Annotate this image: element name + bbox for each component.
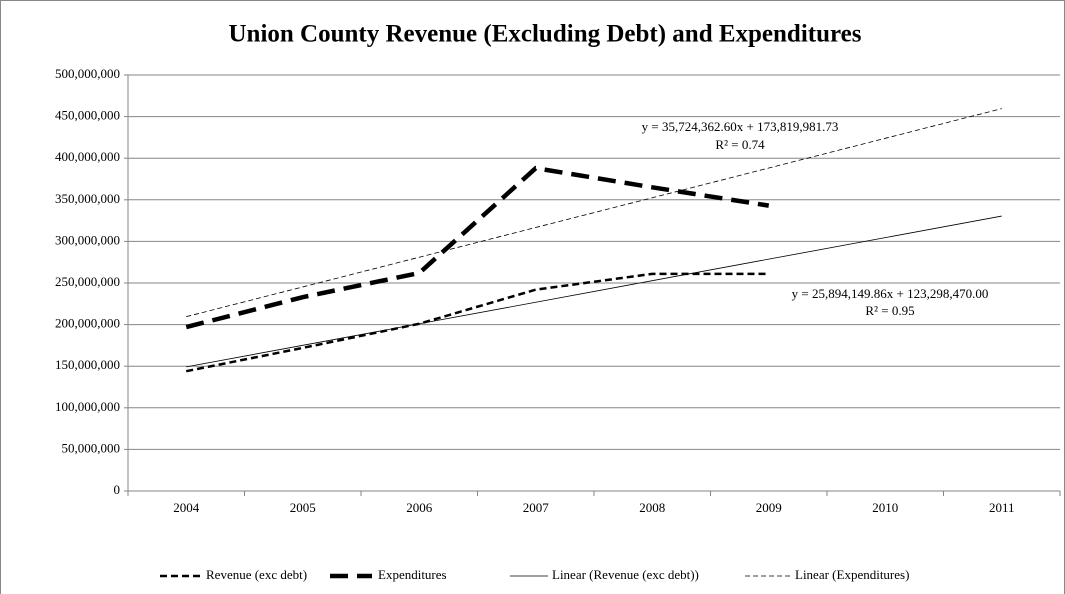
y-tick-label: 150,000,000 <box>55 357 120 372</box>
series-line <box>186 108 1002 318</box>
annotation: y = 35,724,362.60x + 173,819,981.73 <box>642 119 839 134</box>
series-line <box>186 215 1002 368</box>
legend-label: Revenue (exc debt) <box>206 567 307 582</box>
x-tick-label: 2006 <box>406 500 433 515</box>
x-tick-label: 2011 <box>989 500 1015 515</box>
x-tick-label: 2009 <box>756 500 782 515</box>
y-tick-label: 350,000,000 <box>55 191 120 206</box>
y-tick-label: 250,000,000 <box>55 274 120 289</box>
series-line <box>186 272 769 373</box>
x-tick-label: 2004 <box>173 500 200 515</box>
y-tick-label: 50,000,000 <box>62 440 121 455</box>
x-tick-label: 2010 <box>872 500 898 515</box>
chart-title: Union County Revenue (Excluding Debt) an… <box>229 21 862 48</box>
legend-label: Linear (Revenue (exc debt)) <box>552 567 699 582</box>
legend-label: Linear (Expenditures) <box>795 567 909 582</box>
y-tick-label: 0 <box>114 482 121 497</box>
y-tick-label: 100,000,000 <box>55 399 120 414</box>
x-tick-label: 2005 <box>290 500 316 515</box>
annotation: R² = 0.95 <box>865 303 914 318</box>
y-tick-label: 400,000,000 <box>55 149 120 164</box>
annotation: y = 25,894,149.86x + 123,298,470.00 <box>792 286 989 301</box>
legend-label: Expenditures <box>378 567 447 582</box>
y-tick-label: 500,000,000 <box>55 66 120 81</box>
x-tick-label: 2007 <box>523 500 550 515</box>
y-tick-label: 300,000,000 <box>55 232 120 247</box>
y-tick-label: 450,000,000 <box>55 108 120 123</box>
y-tick-label: 200,000,000 <box>55 316 120 331</box>
annotation: R² = 0.74 <box>715 137 765 152</box>
x-tick-label: 2008 <box>639 500 665 515</box>
